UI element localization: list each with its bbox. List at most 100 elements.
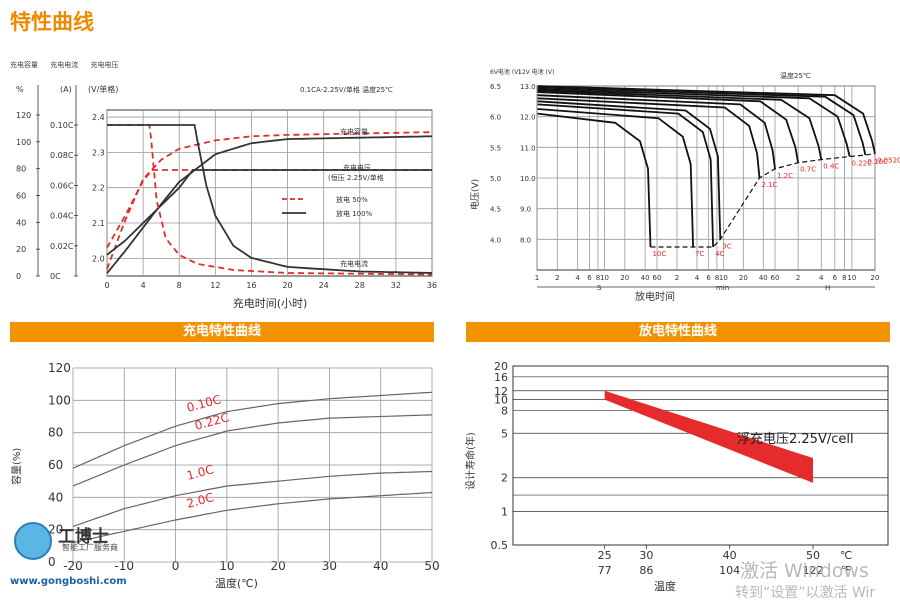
charge-volt-tick: 2.1 bbox=[92, 219, 105, 228]
charge-x-label: 充电时间(小时) bbox=[233, 296, 308, 310]
captemp-series-0.10C bbox=[72, 391, 433, 469]
life-x-tick-f: 122 bbox=[803, 564, 824, 577]
captemp-x-tick: 20 bbox=[271, 559, 286, 573]
discharge-x-label: 放电时间 bbox=[635, 290, 675, 303]
discharge-x-tick: 20 bbox=[871, 274, 880, 282]
discharge-x-tick: 60 bbox=[653, 274, 662, 282]
charge-x-tick: 16 bbox=[246, 281, 256, 290]
captemp-series-label-0.10C: 0.10C bbox=[185, 392, 223, 415]
discharge-x-tick: 10 bbox=[719, 274, 728, 282]
life-x-tick-c: 30 bbox=[639, 549, 653, 562]
charge-pct-tick: 60 bbox=[16, 192, 26, 201]
charge-amp-tick: 0C bbox=[50, 272, 61, 281]
discharge-curve-0.4C bbox=[537, 89, 823, 160]
captemp-x-label: 温度(℃) bbox=[215, 576, 258, 590]
page-title: 特性曲线 bbox=[10, 10, 94, 34]
charge-series-current-50 bbox=[107, 124, 433, 276]
discharge-rate-label-0.22C: 0.22C bbox=[852, 160, 873, 168]
discharge-temperature: 温度25℃ bbox=[780, 71, 811, 80]
discharge-x-tick: 8 bbox=[596, 274, 600, 282]
discharge-y-tick-12v: 9.0 bbox=[520, 206, 531, 214]
discharge-end-voltage-line bbox=[650, 152, 876, 248]
life-x-tick-f: 86 bbox=[639, 564, 653, 577]
charge-pct-tick: 120 bbox=[16, 111, 31, 120]
discharge-x-tick: 6 bbox=[587, 274, 592, 282]
life-x-tick-f: 77 bbox=[598, 564, 612, 577]
discharge-12v-header: 12V 电池 (V) bbox=[518, 68, 554, 76]
discharge-x-tick: 10 bbox=[847, 274, 856, 282]
logo: 工博士 智能工厂服务商 www.gongboshi.com bbox=[10, 522, 139, 587]
charge-section-bar: 充电特性曲线 bbox=[10, 322, 434, 342]
charge-series-capacity-100 bbox=[106, 135, 433, 274]
charge-legend-label: 放电 50% bbox=[336, 195, 368, 204]
captemp-x-tick: 0 bbox=[172, 559, 180, 573]
life-y-tick: 20 bbox=[494, 360, 508, 373]
discharge-x-tick: 1 bbox=[535, 274, 539, 282]
discharge-rate-label-1.2C: 1.2C bbox=[777, 172, 793, 180]
captemp-series-label-1.0C: 1.0C bbox=[185, 462, 215, 483]
captemp-series-label-2.0C: 2.0C bbox=[185, 490, 215, 511]
charge-pct-tick: 80 bbox=[16, 165, 26, 174]
life-y-tick: 12 bbox=[494, 385, 508, 398]
discharge-curve-1.2C bbox=[537, 94, 776, 169]
discharge-x-tick: 2 bbox=[796, 274, 800, 282]
discharge-curve-0.7C bbox=[537, 91, 799, 163]
life-y-tick: 1 bbox=[501, 505, 508, 518]
discharge-x-tick: 4 bbox=[695, 274, 700, 282]
discharge-y-tick-12v: 8.0 bbox=[520, 236, 531, 244]
charge-volt-tick: 2.2 bbox=[92, 184, 105, 193]
logo-subtitle: 智能工厂服务商 bbox=[62, 543, 118, 552]
logo-url: www.gongboshi.com bbox=[10, 576, 127, 587]
life-plot-frame bbox=[512, 365, 889, 546]
discharge-y-tick-12v: 12.0 bbox=[520, 114, 536, 122]
charge-x-tick: 8 bbox=[177, 281, 182, 290]
charge-annotation: (恒压 2.25V/单格 bbox=[328, 173, 384, 182]
life-x-tick-c: 25 bbox=[598, 549, 612, 562]
discharge-curve-4C bbox=[537, 103, 714, 248]
discharge-y-tick-12v: 13.0 bbox=[520, 83, 536, 91]
charge-annotation: 充电电流 bbox=[340, 259, 368, 268]
discharge-y-label: 电压(V) bbox=[469, 179, 481, 210]
discharge-unit-min: min bbox=[716, 284, 729, 292]
discharge-x-tick: 20 bbox=[739, 274, 748, 282]
robot-icon bbox=[14, 522, 52, 560]
charge-pct-header: % bbox=[16, 85, 24, 94]
discharge-rate-label-0.7C: 0.7C bbox=[800, 166, 816, 174]
captemp-y-tick: 60 bbox=[48, 458, 63, 472]
captemp-series-1.0C bbox=[72, 470, 433, 527]
discharge-y-tick-6v: 5.5 bbox=[490, 144, 501, 152]
discharge-y-tick-6v: 6.0 bbox=[490, 114, 501, 122]
discharge-x-tick: 6 bbox=[833, 274, 838, 282]
discharge-rate-label-0.052C: 0.052C bbox=[877, 156, 900, 164]
discharge-curve-10C bbox=[537, 112, 652, 248]
discharge-x-tick: 2 bbox=[555, 274, 559, 282]
discharge-y-tick-6v: 4.0 bbox=[490, 236, 501, 244]
captemp-x-tick: -20 bbox=[63, 559, 83, 573]
life-x-label: 温度 bbox=[654, 579, 676, 593]
charge-x-tick: 36 bbox=[427, 281, 437, 290]
discharge-x-tick: 40 bbox=[759, 274, 768, 282]
life-y-label: 设计寿命(年) bbox=[464, 432, 477, 490]
discharge-x-tick: 40 bbox=[641, 274, 650, 282]
charge-pct-tick: 0 bbox=[16, 272, 21, 281]
charge-amp-tick: 0.04C bbox=[50, 212, 74, 221]
discharge-curve-2.1C bbox=[537, 97, 761, 179]
charge-x-tick: 4 bbox=[141, 281, 146, 290]
captemp-y-tick: 120 bbox=[48, 361, 71, 375]
captemp-series-label-0.22C: 0.22C bbox=[193, 410, 231, 433]
captemp-y-tick: 100 bbox=[48, 393, 71, 407]
discharge-y-tick-12v: 11.0 bbox=[520, 144, 536, 152]
discharge-x-tick: 2 bbox=[675, 274, 679, 282]
captemp-x-tick: -10 bbox=[114, 559, 134, 573]
life-x-tick-c: 50 bbox=[806, 549, 820, 562]
charge-x-tick: 0 bbox=[104, 281, 109, 290]
captemp-x-tick: 30 bbox=[322, 559, 337, 573]
watermark-line1: 激活 Windows bbox=[740, 560, 869, 582]
charge-volt-tick: 2.3 bbox=[92, 148, 105, 157]
charge-amp-header: (A) bbox=[60, 85, 72, 94]
life-y-tick: 16 bbox=[494, 371, 508, 384]
discharge-section-bar: 放电特性曲线 bbox=[466, 322, 890, 342]
discharge-curve-0.22C bbox=[537, 88, 851, 157]
life-annotation: 浮充电压2.25V/cell bbox=[737, 431, 854, 447]
charge-x-tick: 12 bbox=[210, 281, 220, 290]
